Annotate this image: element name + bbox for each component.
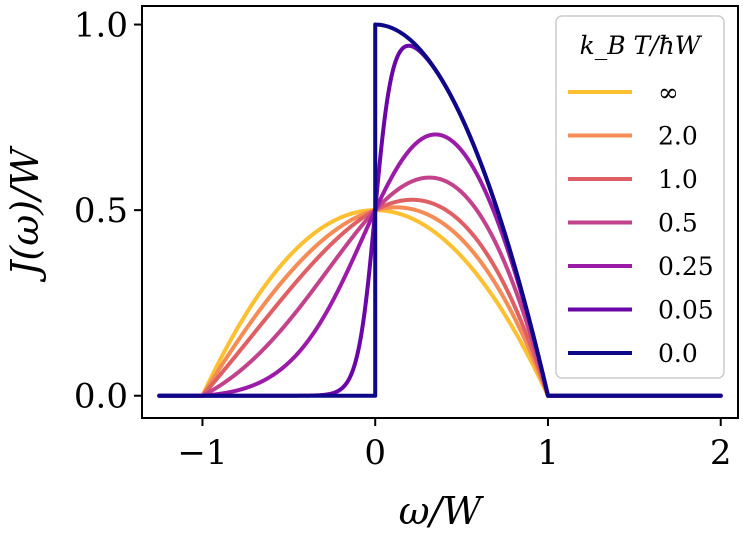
y-tick-label: 0.5	[74, 191, 128, 231]
plot-lines	[157, 22, 723, 398]
plot-frame	[141, 5, 739, 419]
legend-label: 0.5	[658, 209, 698, 238]
legend: k_B T/ħW ∞ 2.0 1.0 0.5 0.25 0.05 0.0	[555, 15, 725, 379]
legend-box	[555, 15, 725, 379]
legend-label: 1.0	[658, 165, 698, 194]
x-tick-label: 2	[710, 433, 732, 473]
x-axis: −1 0 1 2	[177, 418, 732, 473]
legend-title: k_B T/ħW	[580, 31, 703, 60]
y-tick-label: 0.0	[74, 377, 128, 417]
legend-label: 0.25	[658, 252, 714, 281]
legend-label: 0.0	[658, 339, 698, 368]
x-tick-label: −1	[177, 433, 227, 473]
y-axis: 0.0 0.5 1.0	[74, 6, 142, 417]
legend-label: 2.0	[658, 122, 698, 151]
legend-label: 0.05	[658, 296, 714, 325]
y-axis-label: J(ω)/W	[3, 145, 47, 283]
x-tick-label: 0	[364, 433, 386, 473]
series-line-7	[157, 22, 723, 398]
y-tick-label: 1.0	[74, 6, 128, 46]
x-tick-label: 1	[537, 433, 559, 473]
legend-items: ∞ 2.0 1.0 0.5 0.25 0.05 0.0	[568, 78, 714, 368]
legend-label: ∞	[658, 78, 679, 107]
x-axis-label: ω/W	[399, 489, 485, 533]
